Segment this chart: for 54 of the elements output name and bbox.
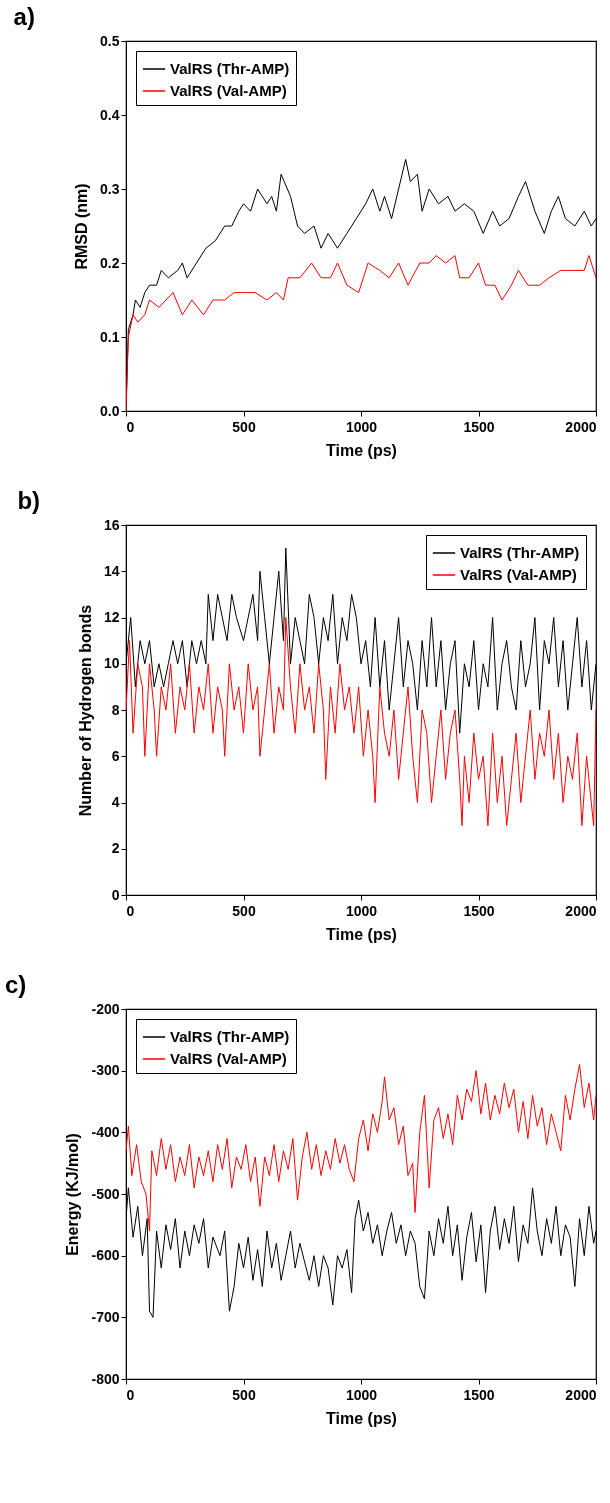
y-tick-label: 0.0	[100, 402, 120, 419]
y-tick-label: 14	[103, 562, 120, 579]
y-axis-title: Energy (KJ/mol)	[64, 1133, 82, 1256]
x-tick-label: 500	[232, 418, 256, 435]
x-axis-title: Time (ps)	[326, 441, 397, 459]
x-tick-label: 1000	[345, 1386, 378, 1403]
y-tick-label: -800	[91, 1370, 120, 1387]
y-tick-label: -600	[91, 1247, 120, 1264]
x-tick-label: 500	[232, 1386, 256, 1403]
x-axis-title: Time (ps)	[326, 925, 397, 943]
y-tick-label: -700	[91, 1308, 120, 1325]
chart-title: b)	[17, 487, 41, 514]
chart-title: a)	[13, 3, 35, 30]
legend-label: ValRS (Val-AMP)	[170, 1050, 287, 1067]
y-tick-label: 0.4	[100, 106, 120, 123]
x-tick-label: 0	[126, 418, 135, 435]
y-tick-label: 6	[111, 747, 120, 764]
y-tick-label: 0.2	[100, 254, 120, 271]
legend-label: ValRS (Thr-AMP)	[460, 544, 580, 561]
x-tick-label: 2000	[565, 902, 597, 919]
y-tick-label: 12	[103, 609, 120, 625]
y-tick-label: 0.5	[100, 32, 120, 49]
x-tick-label: 1500	[463, 418, 495, 435]
legend-label: ValRS (Thr-AMP)	[170, 60, 290, 77]
y-tick-label: 0	[111, 886, 120, 903]
x-tick-label: 0	[126, 902, 135, 919]
x-tick-label: 2000	[565, 1386, 597, 1403]
x-tick-label: 2000	[565, 418, 597, 435]
y-tick-label: -200	[91, 1000, 120, 1017]
x-tick-label: 1500	[463, 902, 495, 919]
line-series	[126, 255, 596, 411]
y-tick-label: 2	[111, 840, 120, 857]
y-tick-label: 0.1	[100, 328, 120, 345]
y-axis-title: RMSD (nm)	[73, 183, 91, 270]
y-tick-label: 0.3	[100, 180, 120, 197]
x-tick-label: 1000	[345, 902, 378, 919]
legend-label: ValRS (Val-AMP)	[170, 82, 287, 99]
x-tick-label: 1000	[345, 418, 378, 435]
y-tick-label: 4	[111, 794, 120, 810]
y-axis-title: Number of Hydrogen bonds	[76, 604, 94, 817]
x-tick-label: 0	[126, 1386, 135, 1403]
y-tick-label: 16	[103, 516, 120, 533]
y-tick-label: 10	[103, 655, 120, 672]
legend-label: ValRS (Val-AMP)	[460, 566, 577, 583]
y-tick-label: -500	[91, 1185, 120, 1202]
legend-label: ValRS (Thr-AMP)	[170, 1028, 290, 1045]
y-tick-label: -300	[91, 1062, 120, 1079]
x-axis-title: Time (ps)	[326, 1409, 397, 1427]
y-tick-label: -400	[91, 1123, 120, 1140]
line-series	[126, 617, 596, 827]
x-tick-label: 500	[232, 902, 256, 919]
chart-title: c)	[4, 971, 27, 998]
y-tick-label: 8	[111, 701, 120, 718]
x-tick-label: 1500	[463, 1386, 495, 1403]
